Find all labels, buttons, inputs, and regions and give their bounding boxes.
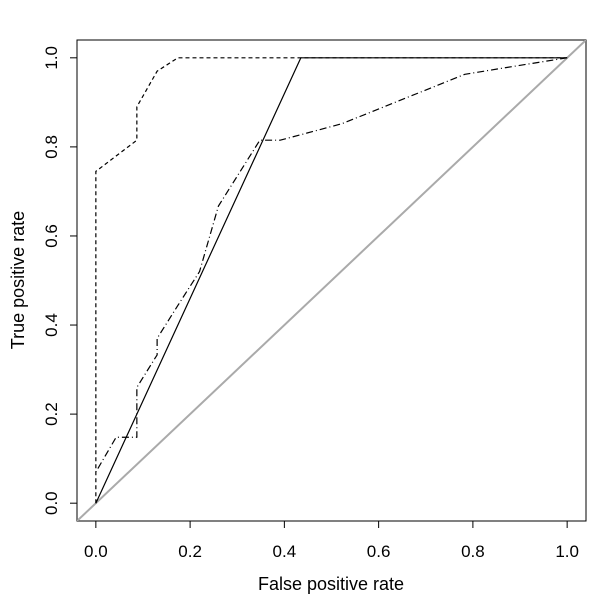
y-tick-label: 0.8	[42, 135, 61, 159]
y-axis-title: True positive rate	[8, 211, 28, 349]
x-tick-label: 0.4	[273, 542, 297, 561]
x-tick-label: 0.0	[84, 542, 108, 561]
y-tick-label: 1.0	[42, 46, 61, 70]
x-tick-label: 0.6	[367, 542, 391, 561]
y-tick-label: 0.2	[42, 402, 61, 426]
y-tick-label: 0.4	[42, 313, 61, 337]
x-axis-title: False positive rate	[258, 574, 404, 594]
reference-diagonal-line	[77, 40, 586, 521]
x-tick-label: 0.8	[461, 542, 485, 561]
y-tick-label: 0.0	[42, 491, 61, 515]
series-layer	[77, 40, 586, 521]
roc-curve-dashed	[95, 57, 568, 504]
roc-curve-dotdash	[95, 57, 568, 473]
x-tick-label: 1.0	[555, 542, 579, 561]
x-tick-label: 0.2	[178, 542, 202, 561]
plot-frame	[76, 39, 587, 522]
x-axis: 0.0 0.2 0.4 0.6 0.8 1.0	[84, 521, 579, 561]
y-tick-label: 0.6	[42, 224, 61, 248]
y-axis: 0.0 0.2 0.4 0.6 0.8 1.0	[42, 46, 77, 515]
